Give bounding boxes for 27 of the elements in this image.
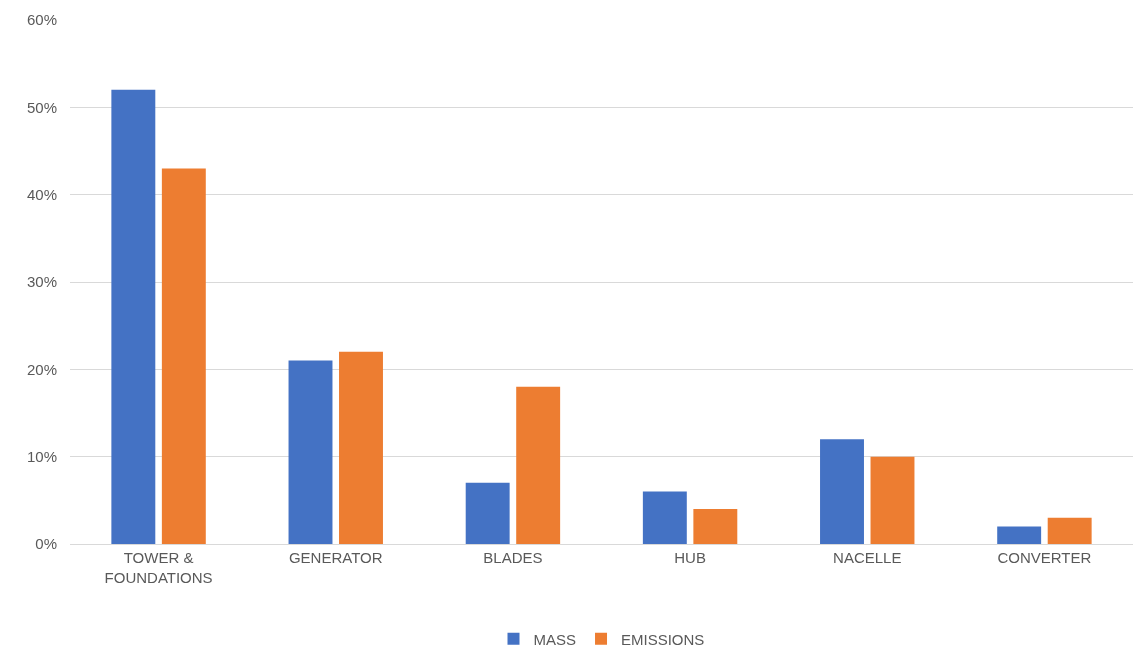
bar <box>465 482 510 544</box>
bar <box>870 456 915 544</box>
y-tick-label: 50% <box>26 98 57 116</box>
y-tick-label: 20% <box>26 360 57 378</box>
x-tick-label: BLADES <box>483 549 543 566</box>
x-tick-label: NACELLE <box>833 549 902 566</box>
legend-label: MASS <box>533 630 577 648</box>
y-tick-label: 40% <box>26 185 57 203</box>
x-tick-label: TOWER & FOUNDATIONS <box>104 549 213 586</box>
bar <box>111 89 156 544</box>
bar <box>161 168 206 544</box>
bar <box>339 351 383 544</box>
y-tick-label: 30% <box>26 273 57 291</box>
x-tick-label: HUB <box>674 549 706 566</box>
bar <box>1047 517 1092 544</box>
y-tick-label: 0% <box>35 535 57 553</box>
x-tick-label: CONVERTER <box>997 549 1092 566</box>
legend-label: EMISSIONS <box>621 630 705 648</box>
bar <box>516 386 561 544</box>
bar <box>820 439 864 544</box>
bar <box>642 491 687 544</box>
y-tick-label: 60% <box>26 11 57 29</box>
bar <box>693 509 738 544</box>
bar <box>288 360 333 544</box>
y-tick-label: 10% <box>26 447 57 465</box>
x-tick-label: GENERATOR <box>288 549 383 566</box>
bar <box>997 526 1042 544</box>
